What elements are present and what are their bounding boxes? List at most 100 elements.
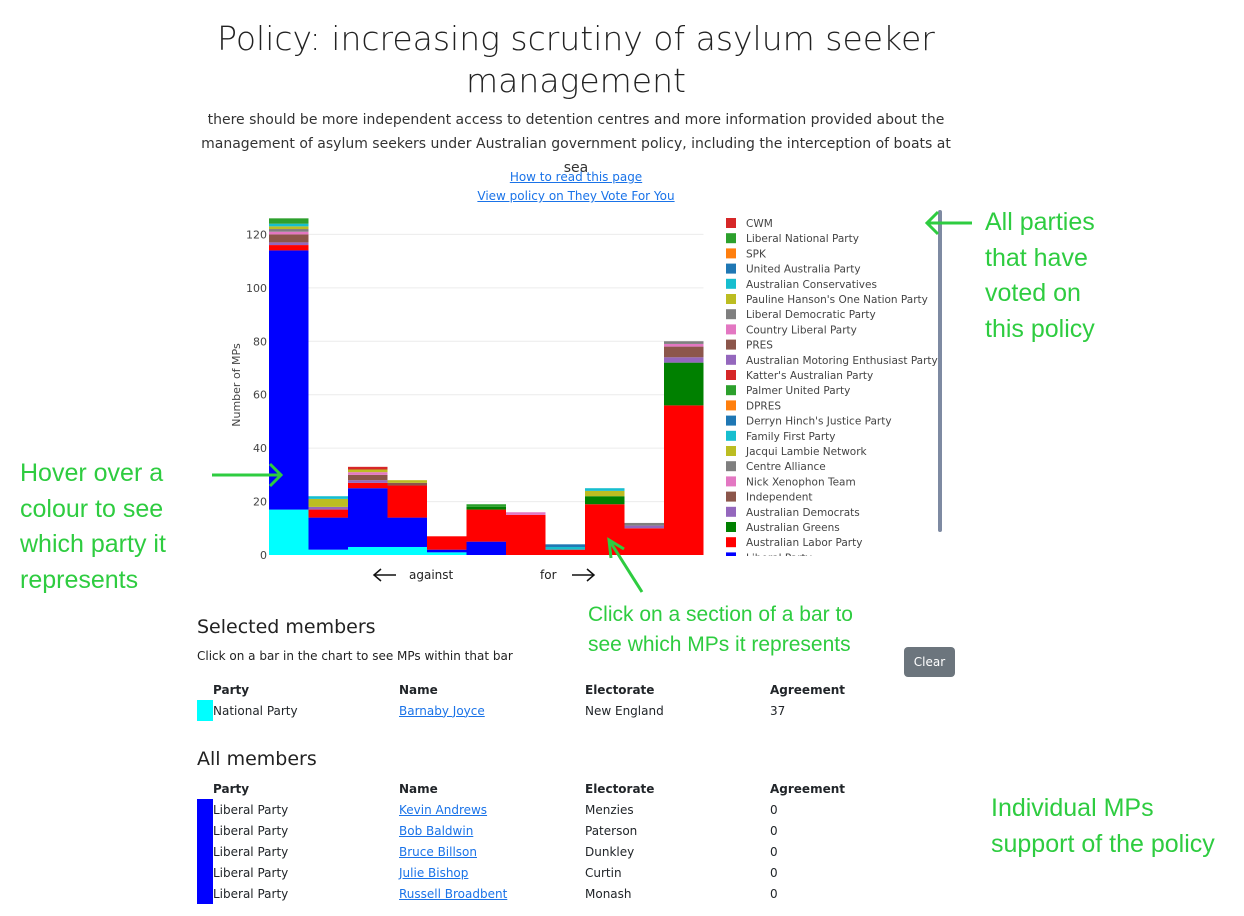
legend-swatch[interactable] <box>726 522 736 532</box>
bar-segment[interactable] <box>269 509 309 555</box>
legend-label[interactable]: Liberal Party <box>746 552 812 564</box>
legend-label[interactable]: PRES <box>746 340 773 352</box>
legend-label[interactable]: Centre Alliance <box>746 461 826 473</box>
legend-label[interactable]: Nick Xenophon Team <box>746 476 856 488</box>
bar-segment[interactable] <box>427 552 467 555</box>
legend-swatch[interactable] <box>726 506 736 517</box>
bar-segment[interactable] <box>664 362 704 406</box>
legend-item-partial[interactable]: Liberal Party <box>726 552 812 564</box>
name-column-header[interactable]: Name <box>399 781 438 796</box>
bar-segment[interactable] <box>308 517 349 550</box>
bar-segment[interactable] <box>506 512 546 515</box>
legend-label[interactable]: Australian Conservatives <box>746 279 877 291</box>
bar-segment[interactable] <box>269 231 309 235</box>
bar-segment[interactable] <box>348 482 388 489</box>
view-policy-link[interactable]: View policy on They Vote For You <box>477 189 675 203</box>
legend-label[interactable]: Australian Motoring Enthusiast Party <box>746 355 938 367</box>
legend-swatch[interactable] <box>726 233 736 244</box>
bar-segment[interactable] <box>466 504 507 507</box>
agreement-column-header[interactable]: Agreement <box>770 781 845 796</box>
legend-swatch[interactable] <box>726 537 736 548</box>
mp-name-link[interactable]: Julie Bishop <box>399 865 469 880</box>
legend-swatch[interactable] <box>726 309 736 320</box>
bar-segment[interactable] <box>387 517 428 547</box>
chart-bars[interactable] <box>269 218 704 555</box>
legend-swatch[interactable] <box>726 491 736 502</box>
name-column-header[interactable]: Name <box>399 682 438 697</box>
legend-label[interactable]: United Australia Party <box>746 264 861 276</box>
legend-label[interactable]: SPK <box>746 248 767 260</box>
table-row[interactable]: Liberal Party Russell Broadbent Monash 0 <box>197 883 890 904</box>
bar-segment[interactable] <box>348 480 388 483</box>
bar-segment[interactable] <box>269 223 309 227</box>
legend-swatch[interactable] <box>726 370 736 380</box>
mp-name-link[interactable]: Bob Baldwin <box>399 823 474 838</box>
bar-segment[interactable] <box>545 549 586 555</box>
bar-segment[interactable] <box>387 480 428 483</box>
legend-label[interactable]: Liberal National Party <box>746 233 859 245</box>
bar-segment[interactable] <box>466 509 507 542</box>
bar-segment[interactable] <box>585 490 625 497</box>
legend-swatch[interactable] <box>726 263 736 274</box>
legend-swatch[interactable] <box>726 324 736 335</box>
chart-legend[interactable]: CWM Liberal National Party SPK United Austr… <box>726 218 938 564</box>
bar-segment[interactable] <box>466 506 507 510</box>
mp-name-link[interactable]: Bruce Billson <box>399 844 477 859</box>
legend-label[interactable]: Independent <box>746 492 813 504</box>
legend-swatch[interactable] <box>726 339 736 350</box>
bar-segment[interactable] <box>664 405 704 555</box>
table-row[interactable]: Liberal Party Bruce Billson Dunkley 0 <box>197 841 890 862</box>
bar-segment[interactable] <box>308 498 349 507</box>
bar-segment[interactable] <box>269 226 309 230</box>
legend-label[interactable]: Country Liberal Party <box>746 324 857 336</box>
mp-name-link[interactable]: Russell Broadbent <box>399 886 508 901</box>
bar-segment[interactable] <box>308 509 349 518</box>
legend-label[interactable]: Australian Greens <box>746 522 840 534</box>
legend-label[interactable]: Liberal Democratic Party <box>746 309 876 321</box>
bar-segment[interactable] <box>387 482 428 486</box>
bar-segment[interactable] <box>269 250 309 510</box>
bar-segment[interactable] <box>269 245 309 251</box>
legend-label[interactable]: DPRES <box>746 400 781 412</box>
bar-segment[interactable] <box>348 466 388 470</box>
how-to-read-link[interactable]: How to read this page <box>509 170 643 184</box>
bar-segment[interactable] <box>664 357 704 363</box>
bar-segment[interactable] <box>545 544 586 547</box>
legend-swatch[interactable] <box>726 218 736 228</box>
table-row[interactable]: Liberal Party Kevin Andrews Menzies 0 <box>197 799 890 820</box>
bar-segment[interactable] <box>348 472 388 475</box>
legend-swatch[interactable] <box>726 430 736 441</box>
agreement-column-header[interactable]: Agreement <box>770 682 845 697</box>
clear-button[interactable]: Clear <box>904 647 955 677</box>
bar-segment[interactable] <box>427 549 467 553</box>
bar-segment[interactable] <box>308 506 349 510</box>
bar-segment[interactable] <box>624 528 665 555</box>
bar-segment[interactable] <box>348 488 388 547</box>
legend-swatch[interactable] <box>726 354 736 365</box>
legend-label[interactable]: Australian Democrats <box>746 507 860 519</box>
bar-segment[interactable] <box>664 346 704 358</box>
bar-segment[interactable] <box>387 546 428 555</box>
bar-segment[interactable] <box>387 485 428 518</box>
party-vote-chart[interactable]: 0 20 40 60 80 100 120 Number of MPs against fo… <box>0 0 1244 620</box>
legend-swatch[interactable] <box>726 278 736 289</box>
bar-segment[interactable] <box>269 242 309 246</box>
electorate-column-header[interactable]: Electorate <box>585 781 655 796</box>
legend-label[interactable]: Palmer United Party <box>746 385 850 397</box>
bar-segment[interactable] <box>308 549 349 555</box>
bar-segment[interactable] <box>269 229 309 232</box>
legend-swatch[interactable] <box>726 476 736 487</box>
bar-segment[interactable] <box>269 221 309 224</box>
table-row[interactable]: Liberal Party Bob Baldwin Paterson 0 <box>197 820 890 841</box>
bar-segment[interactable] <box>664 341 704 344</box>
bar-segment[interactable] <box>348 474 388 481</box>
bar-segment[interactable] <box>308 496 349 499</box>
legend-scrollbar[interactable] <box>938 210 942 532</box>
bar-segment[interactable] <box>624 522 665 526</box>
electorate-column-header[interactable]: Electorate <box>585 682 655 697</box>
legend-label[interactable]: Jacqui Lambie Network <box>745 446 868 458</box>
bar-segment[interactable] <box>269 218 309 222</box>
mp-name-link[interactable]: Barnaby Joyce <box>399 703 485 718</box>
legend-label[interactable]: Derryn Hinch's Justice Party <box>746 416 892 428</box>
bar-segment[interactable] <box>427 536 467 550</box>
